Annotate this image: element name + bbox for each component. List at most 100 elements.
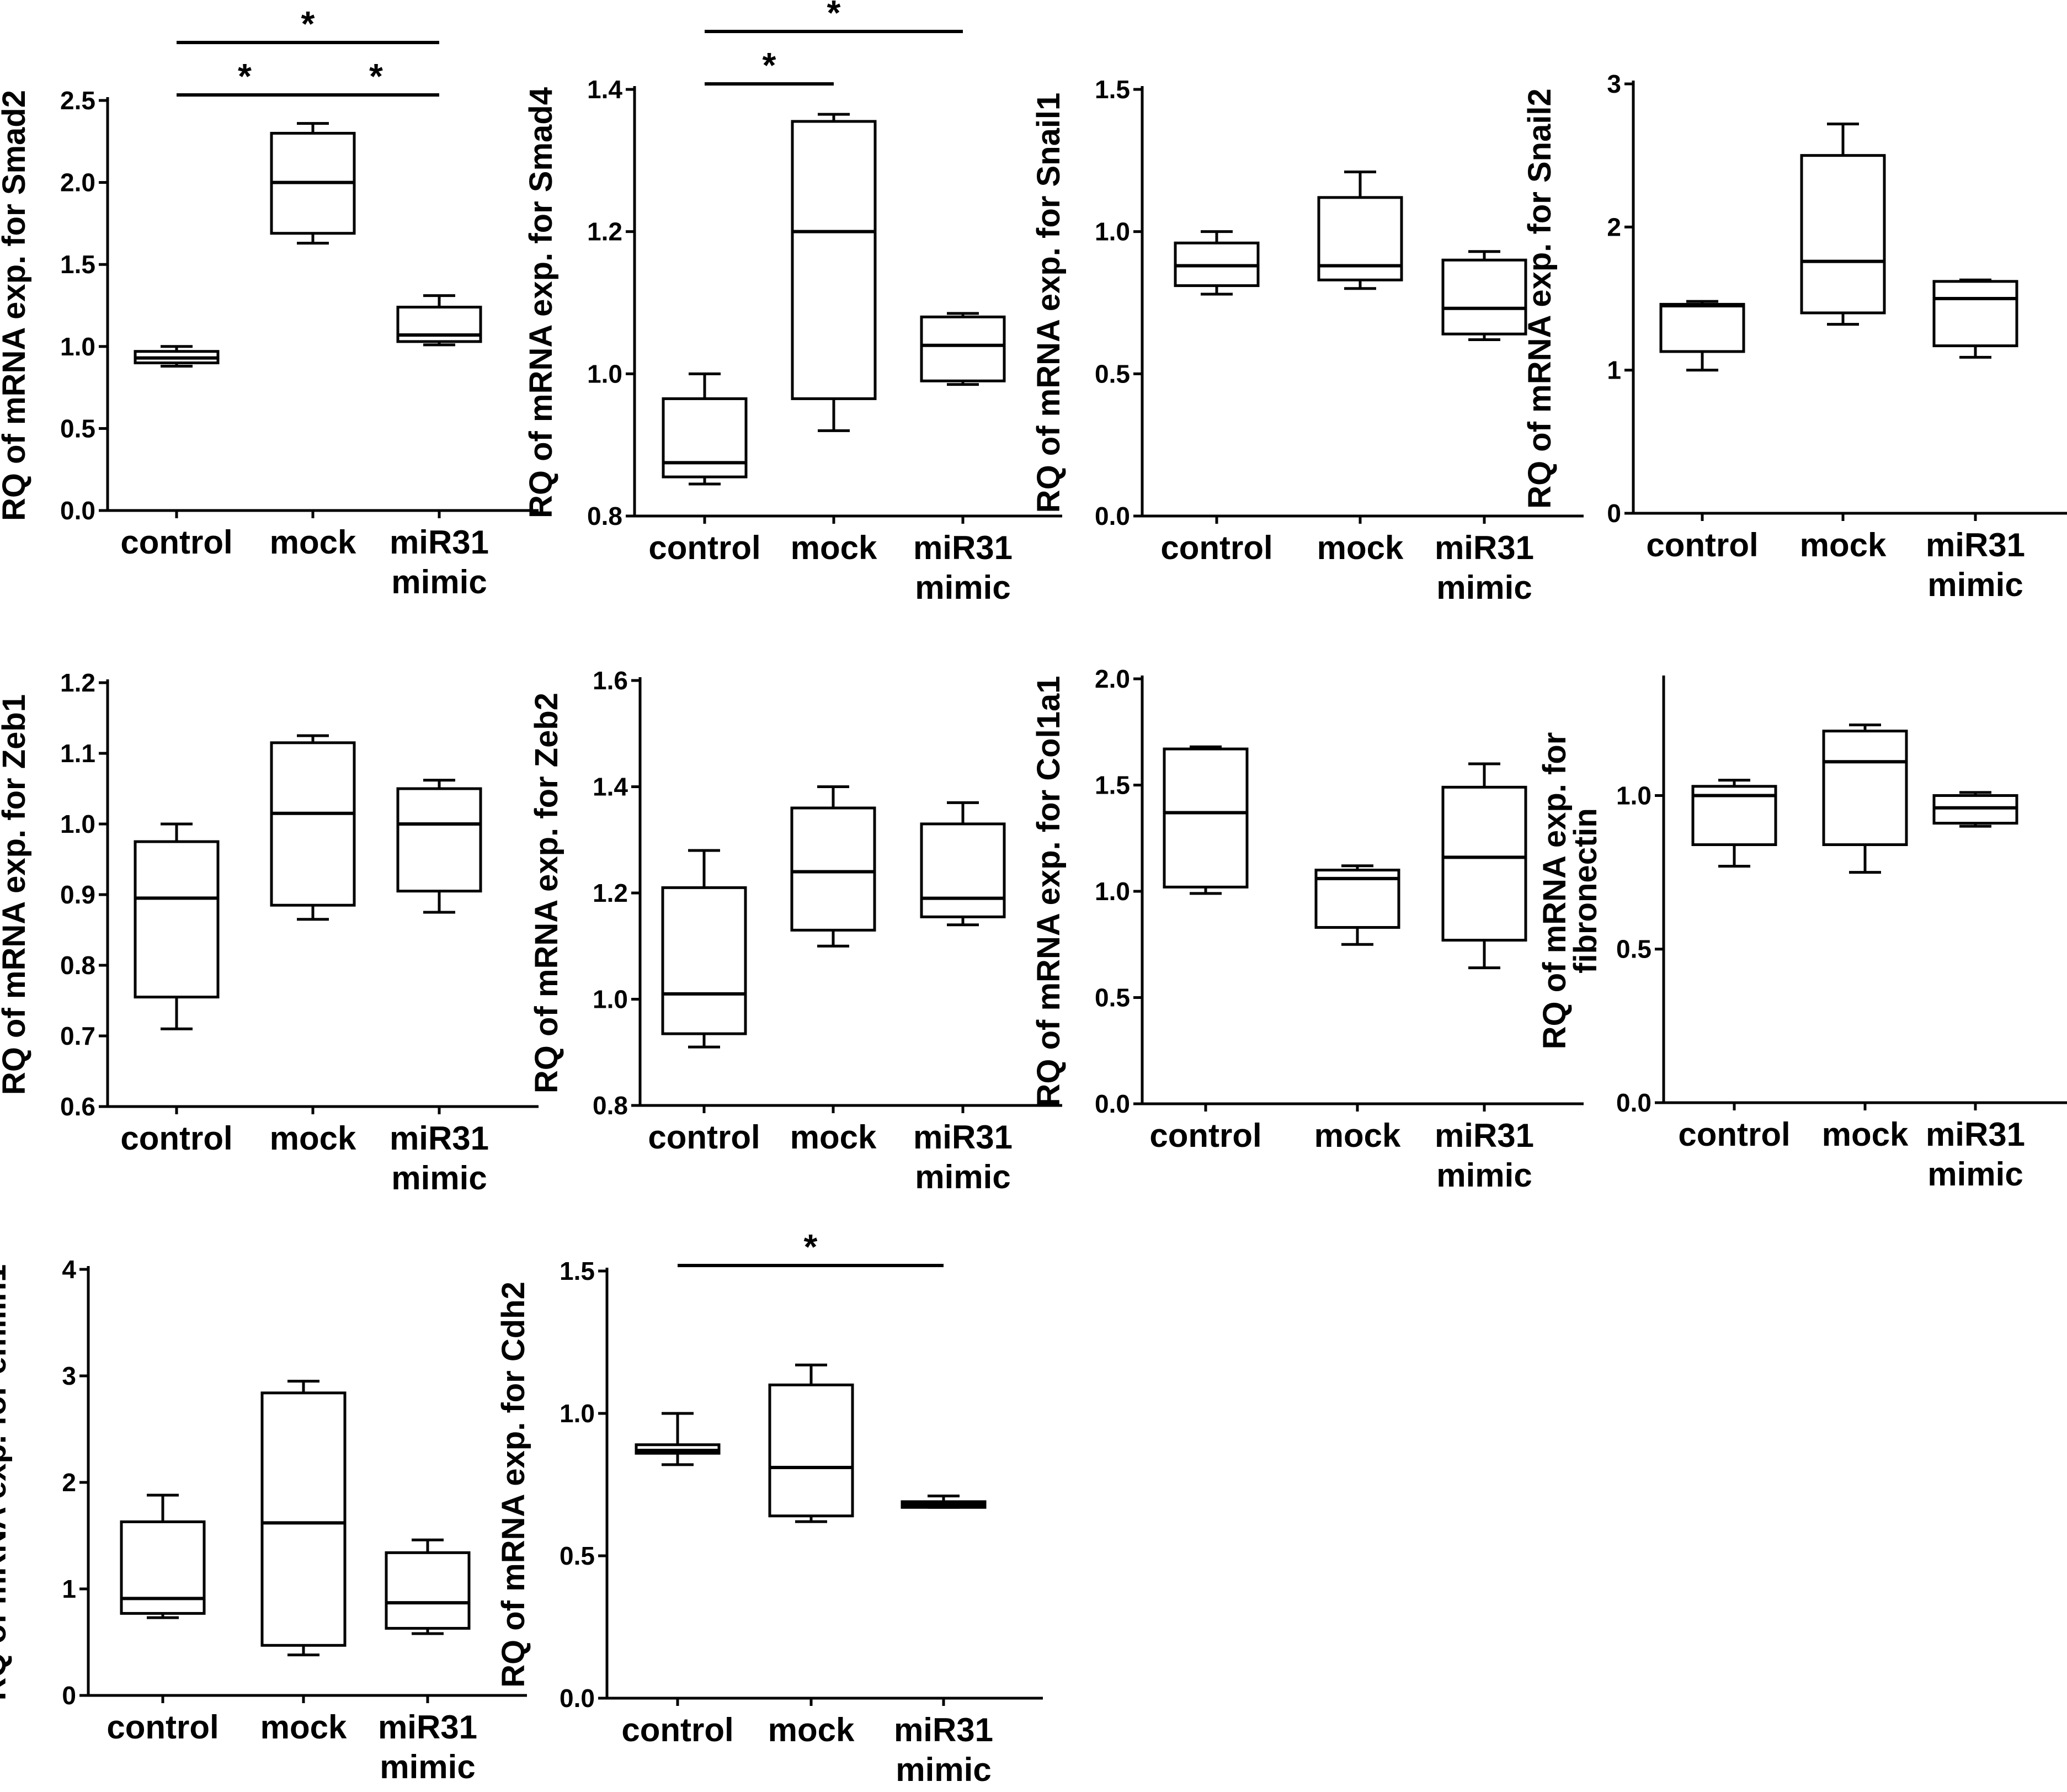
- box-control: [1659, 300, 1745, 372]
- chart-panel-2: 0.8 1.0 1.2 1.4 control mock miR31 mimic RQ of m…: [523, 0, 1062, 606]
- y-tick-label: 0: [1607, 499, 1621, 528]
- box-miR31-mimic: [920, 801, 1006, 927]
- significance-star: *: [301, 4, 315, 44]
- box-iqr: [1659, 302, 1745, 353]
- box-miR31-mimic: [385, 1538, 471, 1635]
- x-tick-label: control: [1149, 1117, 1261, 1154]
- y-tick-label: 1.0: [560, 1399, 595, 1428]
- y-tick-label: 3: [62, 1362, 76, 1390]
- box-iqr: [134, 840, 220, 999]
- y-tick-label: 2: [1607, 212, 1621, 241]
- y-tick-label: 1.0: [1616, 781, 1652, 810]
- box-iqr: [385, 1551, 471, 1630]
- box-miR31-mimic: [1932, 278, 2018, 359]
- x-tick-label: mock: [790, 1119, 877, 1156]
- x-tick-label: mock: [768, 1711, 855, 1748]
- box-iqr: [1317, 196, 1403, 281]
- chart-panel-7: 0.0 0.5 1.0 1.5 2.0 control mock miR31 mimic RQ o…: [1031, 664, 1584, 1194]
- box-miR31-mimic: [396, 294, 482, 347]
- chart-panel-3: 0.0 0.5 1.0 1.5 control mock miR31 mimic RQ of m…: [1031, 75, 1584, 606]
- y-axis-title: RQ of mRNA exp. for Snail1: [1031, 93, 1067, 513]
- y-tick-label: 1.4: [593, 773, 628, 801]
- chart-panel-9: 0 1 2 3 4 control mock miR31 mimic RQ of mRNA exp…: [0, 1255, 527, 1785]
- chart-panel-6: 0.8 1.0 1.2 1.4 1.6 control mock miR31 mimic RQ o…: [529, 666, 1062, 1195]
- x-tick-label: control: [648, 529, 760, 566]
- box-iqr: [1441, 258, 1527, 336]
- significance-star: *: [804, 1227, 818, 1267]
- y-axis-title: RQ of mRNA exp. for Zeb2: [529, 693, 564, 1093]
- y-axis-title: RQ of mRNA exp. for Snail2: [1522, 88, 1558, 509]
- y-axis-title: RQ of mRNA exp. forfibronectin: [1537, 732, 1603, 1050]
- box-mock: [790, 785, 876, 948]
- y-axis-title: RQ of mRNA exp. for Smad2: [0, 90, 32, 521]
- box-mock: [768, 1363, 854, 1523]
- y-tick-label: 1.0: [1095, 877, 1130, 906]
- x-tick-label: mock: [1800, 527, 1887, 563]
- x-tick-label: miR31 mimic: [378, 1709, 477, 1785]
- y-tick-label: 1: [62, 1575, 76, 1603]
- x-tick-label: control: [106, 1709, 219, 1746]
- x-tick-label: miR31 mimic: [1435, 1117, 1534, 1194]
- y-tick-label: 1.5: [560, 1257, 595, 1285]
- box-iqr: [662, 397, 748, 478]
- box-iqr: [1163, 747, 1249, 889]
- y-tick-label: 1.2: [587, 217, 622, 246]
- x-tick-label: miR31 mimic: [390, 1120, 489, 1197]
- box-iqr: [270, 741, 356, 907]
- x-tick-label: miR31 mimic: [894, 1711, 993, 1788]
- y-tick-label: 1: [1607, 356, 1621, 385]
- y-tick-label: 1.0: [60, 332, 95, 361]
- y-tick-label: 0.5: [1616, 935, 1652, 964]
- y-tick-label: 1.5: [60, 250, 95, 279]
- box-miR31-mimic: [1441, 250, 1527, 341]
- significance-star: *: [827, 0, 841, 33]
- y-tick-label: 0.8: [587, 502, 622, 530]
- x-tick-label: miR31 mimic: [390, 524, 489, 600]
- y-tick-label: 1.5: [1095, 75, 1130, 104]
- box-iqr: [920, 822, 1006, 918]
- x-tick-label: mock: [1822, 1116, 1909, 1153]
- x-tick-label: control: [1678, 1116, 1790, 1153]
- box-iqr: [1800, 154, 1886, 315]
- box-control: [1691, 779, 1777, 868]
- y-tick-label: 0.0: [560, 1684, 595, 1713]
- x-tick-label: control: [120, 524, 232, 561]
- y-tick-label: 0.6: [60, 1092, 95, 1121]
- y-axis-title: RQ of mRNA exp. for Cdh2: [496, 1281, 531, 1688]
- y-tick-label: 0.5: [560, 1541, 595, 1570]
- x-tick-label: mock: [270, 1120, 356, 1157]
- x-tick-label: mock: [1317, 529, 1404, 566]
- x-tick-label: mock: [260, 1709, 347, 1746]
- box-miR31-mimic: [901, 1495, 987, 1509]
- y-tick-label: 0.5: [1095, 983, 1130, 1012]
- box-iqr: [920, 315, 1006, 382]
- box-control: [661, 849, 747, 1049]
- x-tick-label: miR31 mimic: [913, 1119, 1013, 1195]
- x-tick-label: miR31 mimic: [1926, 1116, 2025, 1193]
- y-tick-label: 0.0: [1095, 1089, 1130, 1118]
- box-iqr: [790, 806, 876, 932]
- chart-panel-10: 0.0 0.5 1.0 1.5 control mock miR31 mimic RQ of m…: [496, 1227, 1043, 1788]
- box-control: [1163, 745, 1249, 895]
- box-control: [134, 345, 220, 368]
- box-control: [662, 372, 748, 486]
- y-axis-title: RQ of mRNA exp. for emilin1: [0, 1264, 13, 1701]
- y-tick-label: 0.9: [60, 880, 95, 909]
- box-iqr: [396, 787, 482, 893]
- x-tick-label: control: [120, 1120, 232, 1157]
- chart-panel-5: 0.6 0.7 0.8 0.9 1.0 1.1 1.2 control mock miR31 mim…: [0, 668, 539, 1197]
- box-mock: [1800, 123, 1886, 326]
- x-tick-label: control: [1646, 527, 1758, 563]
- y-axis-title: RQ of mRNA exp. for Col1a1: [1031, 676, 1067, 1107]
- box-iqr: [768, 1383, 854, 1518]
- y-tick-label: 0.0: [1616, 1088, 1652, 1117]
- significance-star: *: [238, 56, 252, 96]
- chart-panel-4: 0 1 2 3 control mock miR31 mimic RQ of mRNA exp.…: [1522, 70, 2067, 603]
- y-tick-label: 0.7: [60, 1022, 95, 1050]
- box-control: [1174, 230, 1260, 296]
- box-miR31-mimic: [1932, 791, 2018, 828]
- y-tick-label: 1.2: [593, 879, 628, 907]
- x-tick-label: mock: [270, 524, 356, 561]
- box-iqr: [791, 120, 877, 400]
